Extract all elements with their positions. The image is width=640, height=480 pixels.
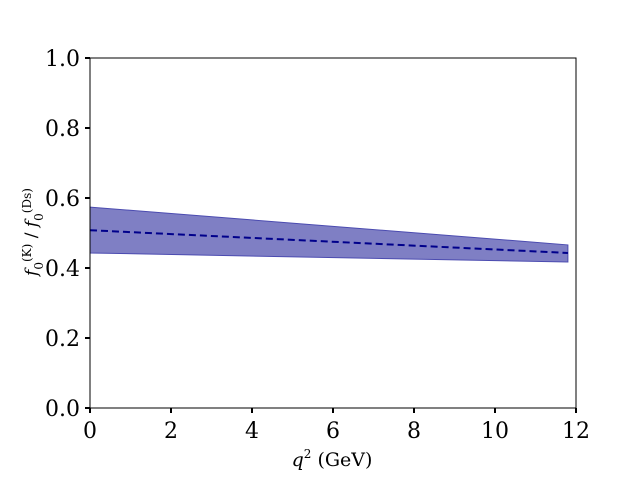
x-axis: 0 2 4 6 8 10 12 [83,408,590,444]
series-0-line [89,229,568,254]
x-tick-label: 12 [562,419,590,444]
x-tick-label: 2 [164,419,178,444]
y-axis-label: f0(K) / f0(Ds) [20,188,46,278]
x-tick-label: 8 [407,419,421,444]
x-axis-label: q2 (GeV) [292,447,373,471]
x-tick-label: 6 [326,419,340,444]
plot-area [89,206,569,263]
y-tick-label: 0.0 [45,397,80,422]
y-tick-label: 0.8 [45,117,80,142]
y-tick-label: 1.0 [45,47,80,72]
y-tick-label: 0.6 [45,187,80,212]
y-tick-label: 0.4 [45,257,80,282]
x-tick-label: 10 [481,419,509,444]
x-tick-label: 4 [245,419,259,444]
y-tick-label: 0.2 [45,327,80,352]
x-tick-label: 0 [83,419,97,444]
y-axis: 0.0 0.2 0.4 0.6 0.8 1.0 [45,47,90,422]
